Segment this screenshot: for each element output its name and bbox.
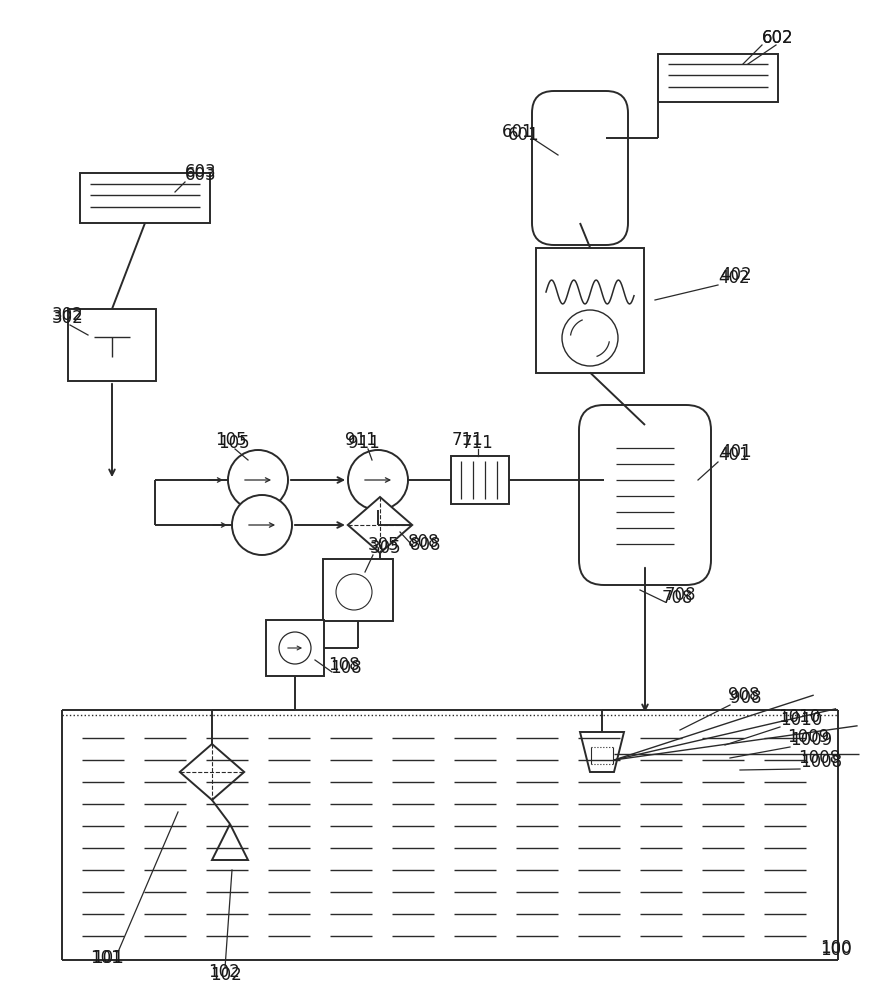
- Text: 601: 601: [502, 123, 533, 141]
- Circle shape: [348, 450, 408, 510]
- Text: 708: 708: [662, 589, 693, 607]
- Text: 401: 401: [717, 446, 749, 464]
- Polygon shape: [180, 744, 244, 800]
- Text: 100: 100: [819, 939, 851, 957]
- Text: 108: 108: [327, 656, 359, 674]
- Text: 102: 102: [210, 966, 241, 984]
- Text: 711: 711: [461, 434, 493, 452]
- Bar: [266, 620, 324, 676]
- Text: 908: 908: [727, 686, 759, 704]
- Bar: [68, 309, 156, 381]
- Text: 601: 601: [508, 126, 539, 144]
- Polygon shape: [212, 824, 248, 860]
- Text: 1008: 1008: [797, 749, 839, 767]
- Text: 603: 603: [185, 163, 216, 181]
- FancyBboxPatch shape: [578, 405, 710, 585]
- Bar: [80, 173, 210, 223]
- Text: 1010: 1010: [777, 708, 819, 726]
- Polygon shape: [348, 497, 412, 553]
- Text: 105: 105: [218, 434, 249, 452]
- Text: 302: 302: [52, 306, 84, 324]
- Text: 101: 101: [92, 949, 123, 967]
- Text: 808: 808: [408, 533, 439, 551]
- Text: 1010: 1010: [780, 711, 822, 729]
- Text: 100: 100: [819, 941, 851, 959]
- Text: 808: 808: [409, 536, 441, 554]
- Text: 1008: 1008: [799, 753, 841, 771]
- Text: 105: 105: [215, 431, 247, 449]
- Bar: [536, 247, 644, 372]
- Text: 102: 102: [207, 963, 240, 981]
- Text: 911: 911: [344, 431, 376, 449]
- Text: 603: 603: [185, 166, 216, 184]
- Circle shape: [232, 495, 291, 555]
- Text: 401: 401: [719, 443, 751, 461]
- Text: 1009: 1009: [786, 728, 828, 746]
- Polygon shape: [579, 732, 623, 772]
- Bar: [451, 456, 509, 504]
- Circle shape: [279, 632, 310, 664]
- Text: 1009: 1009: [789, 731, 831, 749]
- Circle shape: [561, 310, 618, 366]
- Circle shape: [335, 574, 372, 610]
- Text: 908: 908: [730, 689, 761, 707]
- Text: 711: 711: [451, 431, 484, 449]
- Text: 302: 302: [52, 309, 84, 327]
- Text: 101: 101: [90, 949, 122, 967]
- Text: 602: 602: [761, 29, 793, 47]
- Text: 602: 602: [761, 29, 793, 47]
- Text: 911: 911: [348, 434, 379, 452]
- Text: 708: 708: [664, 586, 696, 604]
- Bar: [323, 559, 392, 621]
- Text: 305: 305: [369, 539, 401, 557]
- Bar: [657, 54, 777, 102]
- Text: 402: 402: [717, 269, 749, 287]
- Text: 305: 305: [367, 536, 400, 554]
- Text: 108: 108: [330, 659, 361, 677]
- FancyBboxPatch shape: [531, 91, 628, 245]
- Circle shape: [228, 450, 288, 510]
- Text: 402: 402: [719, 266, 751, 284]
